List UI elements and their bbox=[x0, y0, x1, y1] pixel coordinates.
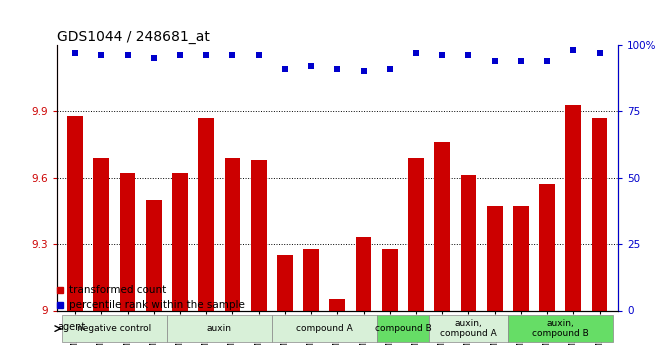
Bar bbox=[329, 299, 345, 310]
FancyBboxPatch shape bbox=[62, 315, 167, 342]
Point bbox=[595, 50, 605, 56]
Text: agent: agent bbox=[57, 322, 86, 332]
Bar bbox=[303, 248, 319, 310]
Point bbox=[463, 53, 474, 58]
FancyBboxPatch shape bbox=[272, 315, 377, 342]
Bar bbox=[277, 255, 293, 310]
FancyBboxPatch shape bbox=[508, 315, 613, 342]
Point bbox=[385, 66, 395, 71]
Point bbox=[516, 58, 526, 63]
Point bbox=[306, 63, 317, 69]
Point bbox=[437, 53, 448, 58]
Point bbox=[253, 53, 264, 58]
Bar bbox=[94, 158, 110, 310]
Bar bbox=[434, 142, 450, 310]
Point bbox=[174, 53, 185, 58]
Bar bbox=[539, 184, 555, 310]
Point bbox=[568, 47, 578, 53]
Bar bbox=[513, 206, 529, 310]
Bar bbox=[67, 116, 83, 310]
Text: compound B: compound B bbox=[375, 324, 432, 333]
Text: negative control: negative control bbox=[77, 324, 152, 333]
Point bbox=[96, 53, 107, 58]
Text: compound A: compound A bbox=[296, 324, 353, 333]
Bar bbox=[250, 160, 267, 310]
Point bbox=[69, 50, 80, 56]
Text: GDS1044 / 248681_at: GDS1044 / 248681_at bbox=[57, 30, 210, 44]
Bar bbox=[460, 176, 476, 310]
FancyBboxPatch shape bbox=[377, 315, 429, 342]
Point bbox=[332, 66, 343, 71]
FancyBboxPatch shape bbox=[167, 315, 272, 342]
Point bbox=[358, 69, 369, 74]
FancyBboxPatch shape bbox=[429, 315, 508, 342]
Bar bbox=[120, 173, 136, 310]
Point bbox=[411, 50, 422, 56]
Bar bbox=[146, 200, 162, 310]
Bar bbox=[198, 118, 214, 310]
Point bbox=[490, 58, 500, 63]
Bar bbox=[172, 173, 188, 310]
Bar bbox=[355, 237, 371, 310]
Bar bbox=[408, 158, 424, 310]
Point bbox=[279, 66, 290, 71]
Point bbox=[227, 53, 238, 58]
Text: transformed count: transformed count bbox=[69, 285, 166, 295]
Point bbox=[201, 53, 212, 58]
Bar bbox=[592, 118, 607, 310]
Point bbox=[148, 56, 159, 61]
Bar bbox=[565, 105, 581, 310]
Bar bbox=[487, 206, 502, 310]
Bar bbox=[382, 248, 397, 310]
Text: percentile rank within the sample: percentile rank within the sample bbox=[69, 300, 245, 310]
Point bbox=[542, 58, 552, 63]
Point bbox=[122, 53, 133, 58]
Text: auxin: auxin bbox=[207, 324, 232, 333]
Bar bbox=[224, 158, 240, 310]
Text: auxin,
compound B: auxin, compound B bbox=[532, 319, 589, 338]
Text: auxin,
compound A: auxin, compound A bbox=[440, 319, 497, 338]
